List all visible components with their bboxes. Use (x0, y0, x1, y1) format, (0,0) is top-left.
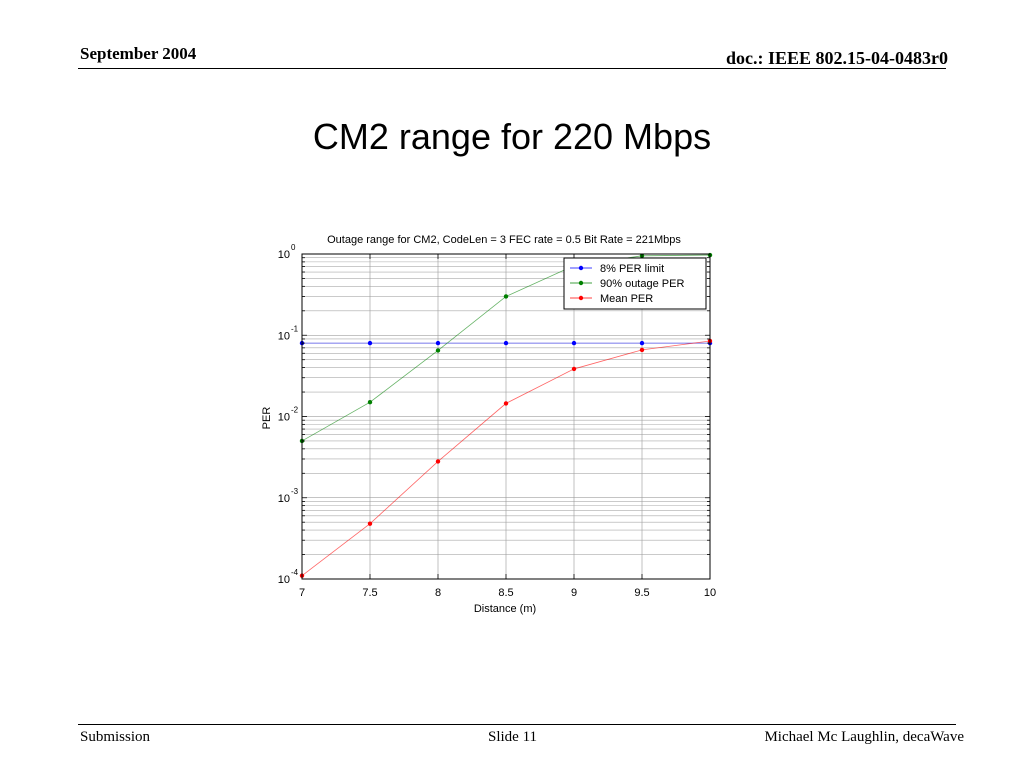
x-tick-label: 8.5 (498, 587, 513, 599)
data-point (639, 347, 645, 353)
y-tick-label: 10 (278, 330, 290, 342)
document-id: doc.: IEEE 802.15-04-0483r0 (726, 48, 948, 68)
data-point (435, 348, 441, 353)
y-tick-exponent: 0 (291, 243, 296, 252)
slide-number: Slide 11 (488, 729, 538, 745)
chart-title: Outage range for CM2, CodeLen = 3 FEC ra… (327, 234, 681, 246)
footer-submission: Submission (80, 729, 151, 745)
data-point (503, 294, 509, 299)
y-tick-exponent: -2 (291, 406, 299, 415)
header-divider (78, 68, 946, 69)
legend-label: 8% PER limit (600, 263, 664, 275)
footer-divider (78, 724, 956, 725)
slide-title: CM2 range for 220 Mbps (312, 116, 712, 157)
data-point (639, 340, 645, 346)
legend-label: Mean PER (600, 293, 653, 305)
y-tick-exponent: -1 (291, 324, 299, 333)
legend-label: 90% outage PER (600, 278, 684, 290)
x-tick-label: 8 (435, 587, 441, 599)
x-axis-label: Distance (m) (474, 603, 536, 615)
legend-marker (578, 280, 584, 286)
footer-author: Michael Mc Laughlin, decaWave (764, 729, 964, 745)
data-point (367, 521, 373, 526)
x-tick-label: 10 (704, 587, 716, 599)
data-point (435, 459, 441, 464)
data-point (435, 340, 441, 346)
data-point (503, 401, 509, 406)
y-tick-label: 10 (278, 574, 290, 586)
x-tick-label: 7 (299, 587, 305, 599)
y-tick-exponent: -4 (291, 568, 299, 577)
x-tick-label: 9 (571, 587, 577, 599)
y-tick-exponent: -3 (291, 487, 299, 496)
y-tick-label: 10 (278, 249, 290, 261)
legend-marker (578, 265, 584, 271)
chart-legend: 8% PER limit 90% outage PER Mean PER (563, 257, 707, 310)
legend-marker (578, 295, 584, 301)
data-point (367, 399, 373, 405)
y-axis-label: PER (261, 407, 273, 430)
data-point (503, 340, 509, 346)
y-tick-label: 10 (278, 493, 290, 505)
y-tick-label: 10 (278, 412, 290, 424)
slide-date: September 2004 (80, 44, 197, 63)
data-point (367, 340, 373, 346)
legend-box (563, 257, 707, 310)
x-tick-label: 7.5 (362, 587, 377, 599)
data-point (571, 366, 577, 372)
x-tick-label: 9.5 (634, 587, 649, 599)
data-point (571, 340, 577, 346)
